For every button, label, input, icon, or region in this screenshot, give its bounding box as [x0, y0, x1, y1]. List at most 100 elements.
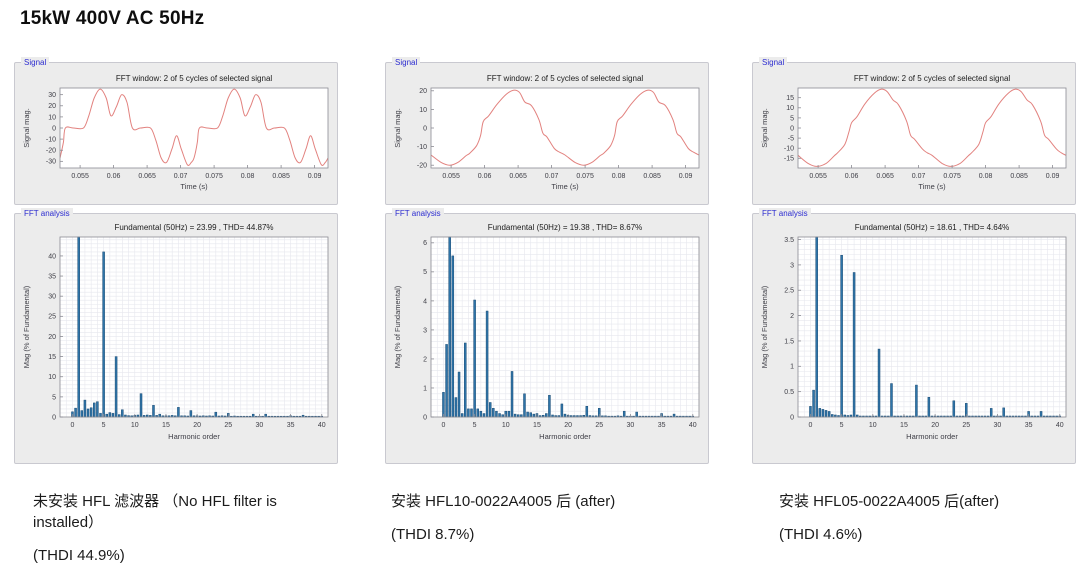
- svg-text:0.085: 0.085: [272, 173, 290, 180]
- svg-text:35: 35: [658, 422, 666, 429]
- svg-text:0: 0: [809, 422, 813, 429]
- svg-text:2: 2: [423, 356, 427, 363]
- svg-text:0: 0: [71, 422, 75, 429]
- svg-text:40: 40: [689, 422, 697, 429]
- fft-analysis-panel: FFT analysis 0 5 10 15 20 25 30 35 40 0 0.5 1 1.5 2 2.…: [752, 208, 1076, 464]
- svg-text:0.085: 0.085: [1010, 173, 1028, 180]
- svg-text:-20: -20: [46, 148, 56, 155]
- svg-text:3: 3: [423, 327, 427, 334]
- svg-text:15: 15: [48, 354, 56, 361]
- svg-text:10: 10: [869, 422, 877, 429]
- fft-panel-label: FFT analysis: [392, 208, 444, 219]
- svg-text:0: 0: [52, 414, 56, 421]
- fft-analysis-panel: FFT analysis 0 5 10 15 20 25 30 35 40 0 1 2 3 4 5 6 Fund…: [385, 208, 709, 464]
- svg-text:0.09: 0.09: [308, 173, 322, 180]
- svg-text:0.06: 0.06: [107, 173, 121, 180]
- figure-column-2: Signal 0.055 0.06 0.065 0.07 0.075 0.08 0.085 0…: [385, 57, 709, 559]
- svg-text:0: 0: [423, 125, 427, 132]
- svg-text:15: 15: [533, 422, 541, 429]
- svg-text:Fundamental (50Hz) = 18.61 , T: Fundamental (50Hz) = 18.61 , THD= 4.64%: [855, 223, 1010, 232]
- svg-text:0: 0: [423, 414, 427, 421]
- svg-text:Harmonic order: Harmonic order: [906, 432, 958, 441]
- svg-text:Harmonic order: Harmonic order: [539, 432, 591, 441]
- signal-plot: 0.055 0.06 0.065 0.07 0.075 0.08 0.085 0.09 -15 -…: [760, 74, 1067, 191]
- svg-text:1: 1: [790, 364, 794, 371]
- svg-text:1: 1: [423, 385, 427, 392]
- signal-panel-label: Signal: [21, 57, 50, 68]
- svg-text:Harmonic order: Harmonic order: [168, 432, 220, 441]
- fft-panel-label: FFT analysis: [21, 208, 73, 219]
- svg-text:0.065: 0.065: [876, 173, 894, 180]
- svg-text:5: 5: [840, 422, 844, 429]
- caption-line1: 安装 HFL05-0022A4005 后(after): [779, 493, 1000, 510]
- svg-text:30: 30: [627, 422, 635, 429]
- svg-text:Time (s): Time (s): [918, 182, 946, 191]
- svg-text:20: 20: [564, 422, 572, 429]
- svg-text:10: 10: [419, 107, 427, 114]
- svg-text:0.09: 0.09: [1046, 173, 1060, 180]
- svg-text:0.055: 0.055: [442, 173, 460, 180]
- signal-panel: Signal 0.055 0.06 0.065 0.07 0.075 0.08 0.085 0…: [14, 57, 338, 205]
- svg-text:5: 5: [790, 115, 794, 122]
- svg-text:3: 3: [790, 262, 794, 269]
- svg-text:35: 35: [1025, 422, 1033, 429]
- svg-text:-20: -20: [417, 163, 427, 170]
- svg-text:20: 20: [419, 88, 427, 95]
- svg-text:0: 0: [442, 422, 446, 429]
- svg-text:15: 15: [162, 422, 170, 429]
- svg-text:15: 15: [900, 422, 908, 429]
- svg-text:Signal mag.: Signal mag.: [22, 108, 31, 148]
- svg-text:0.5: 0.5: [784, 389, 794, 396]
- svg-text:Fundamental (50Hz) = 23.99 , T: Fundamental (50Hz) = 23.99 , THD= 44.87%: [114, 223, 273, 232]
- figure-column-3: Signal 0.055 0.06 0.065 0.07 0.075 0.08 0.085 0…: [752, 57, 1076, 559]
- svg-text:10: 10: [502, 422, 510, 429]
- svg-text:10: 10: [48, 114, 56, 121]
- svg-text:0.065: 0.065: [509, 173, 527, 180]
- caption-line2: (THDI 4.6%): [779, 526, 863, 543]
- caption-line2: (THDI 44.9%): [33, 547, 125, 564]
- svg-text:0.055: 0.055: [809, 173, 827, 180]
- svg-text:5: 5: [102, 422, 106, 429]
- svg-text:25: 25: [962, 422, 970, 429]
- svg-text:Mag (% of Fundamental): Mag (% of Fundamental): [760, 285, 769, 368]
- svg-text:35: 35: [287, 422, 295, 429]
- caption-line1: 安装 HFL10-0022A4005 后 (after): [391, 493, 616, 510]
- page-title: 15kW 400V AC 50Hz: [20, 8, 205, 29]
- signal-panel-label: Signal: [392, 57, 421, 68]
- fft-bar-plot: 0 5 10 15 20 25 30 35 40 0 5 10 15 20 25 30 35 40 Fundamen…: [22, 223, 329, 441]
- svg-text:30: 30: [48, 294, 56, 301]
- svg-text:-10: -10: [784, 146, 794, 153]
- svg-text:20: 20: [48, 334, 56, 341]
- svg-text:3.5: 3.5: [784, 237, 794, 244]
- svg-text:30: 30: [994, 422, 1002, 429]
- svg-text:0.055: 0.055: [71, 173, 89, 180]
- svg-text:0.075: 0.075: [943, 173, 961, 180]
- svg-text:4: 4: [423, 298, 427, 305]
- svg-text:0.08: 0.08: [612, 173, 626, 180]
- svg-text:0: 0: [52, 125, 56, 132]
- svg-text:25: 25: [224, 422, 232, 429]
- svg-text:FFT window: 2 of 5 cycles of s: FFT window: 2 of 5 cycles of selected si…: [487, 74, 644, 83]
- signal-panel-label: Signal: [759, 57, 788, 68]
- svg-text:0.08: 0.08: [979, 173, 993, 180]
- svg-text:20: 20: [193, 422, 201, 429]
- signal-plot: 0.055 0.06 0.065 0.07 0.075 0.08 0.085 0.09 -20 -…: [393, 74, 700, 191]
- svg-text:20: 20: [48, 103, 56, 110]
- caption-line1: 未安装 HFL 滤波器 （No HFL filter is installed）: [33, 493, 277, 531]
- svg-text:Time (s): Time (s): [551, 182, 579, 191]
- svg-text:10: 10: [48, 374, 56, 381]
- svg-text:5: 5: [423, 269, 427, 276]
- svg-text:40: 40: [318, 422, 326, 429]
- svg-text:0.085: 0.085: [643, 173, 661, 180]
- svg-text:6: 6: [423, 240, 427, 247]
- svg-text:0: 0: [790, 414, 794, 421]
- svg-text:Mag (% of Fundamental): Mag (% of Fundamental): [393, 285, 402, 368]
- svg-text:40: 40: [48, 253, 56, 260]
- svg-text:10: 10: [786, 105, 794, 112]
- svg-text:2.5: 2.5: [784, 288, 794, 295]
- svg-text:FFT window: 2 of 5 cycles of s: FFT window: 2 of 5 cycles of selected si…: [116, 74, 273, 83]
- signal-plot: 0.055 0.06 0.065 0.07 0.075 0.08 0.085 0.09 -30 -…: [22, 74, 329, 191]
- signal-panel: Signal 0.055 0.06 0.065 0.07 0.075 0.08 0.085 0…: [385, 57, 709, 205]
- fft-bar-plot: 0 5 10 15 20 25 30 35 40 0 0.5 1 1.5 2 2.5 3 3.5 Fundamen…: [760, 223, 1067, 441]
- svg-text:0.07: 0.07: [174, 173, 188, 180]
